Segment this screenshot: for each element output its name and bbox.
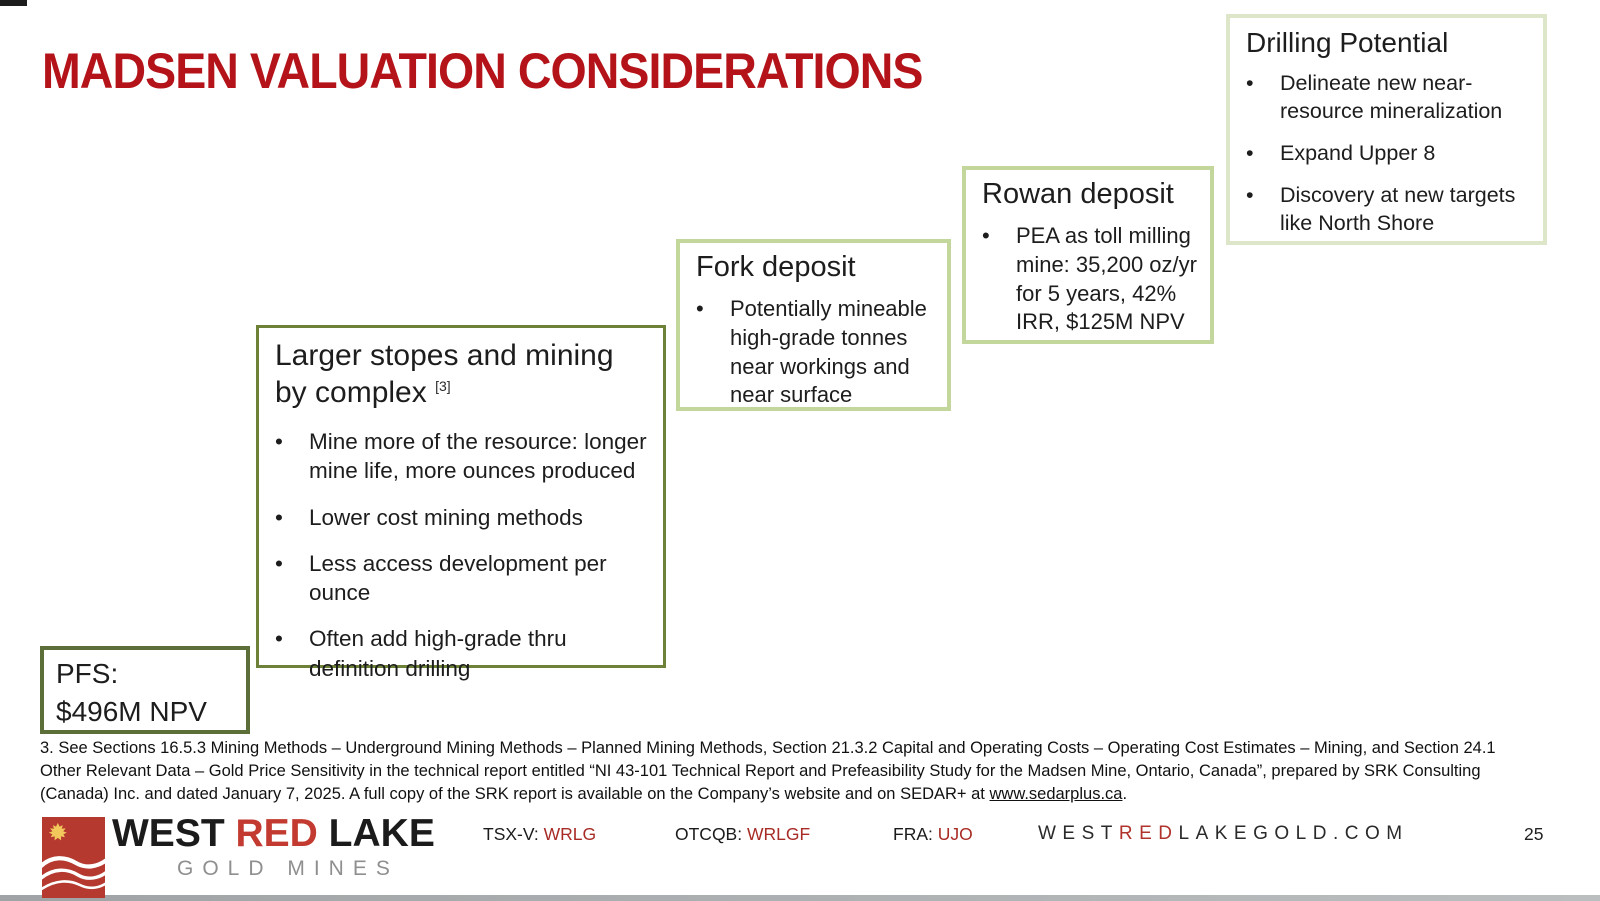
pfs-line: PFS:	[56, 658, 119, 689]
ticker-label: FRA:	[893, 824, 938, 844]
bullet-item: Delineate new near-resource mineralizati…	[1246, 70, 1533, 126]
website-post: LAKEGOLD.COM	[1178, 823, 1409, 844]
fork-deposit-title: Fork deposit	[696, 251, 856, 283]
lake-waves-icon	[37, 856, 111, 892]
ticker-value: WRLG	[543, 824, 597, 844]
brand-west: WEST	[112, 812, 236, 855]
page-number: 25	[1524, 824, 1544, 844]
ticker-tsxv: TSX-V: WRLG	[483, 824, 596, 845]
larger-stopes-title: Larger stopes and mining by complex [3]	[275, 338, 647, 411]
bullet-item: Lower cost mining methods	[275, 503, 647, 532]
footnote-line-3-period: .	[1122, 784, 1128, 803]
footnote: 3. See Sections 16.5.3 Mining Methods – …	[40, 737, 1496, 805]
bullet-item: Expand Upper 8	[1246, 140, 1533, 168]
footnote-line-1: 3. See Sections 16.5.3 Mining Methods – …	[40, 739, 1496, 757]
bullet-item: Often add high-grade thru definition dri…	[275, 624, 647, 683]
fork-deposit-bullets: Potentially mineable high-grade tonnes n…	[696, 295, 935, 409]
page-title: MADSEN VALUATION CONSIDERATIONS	[42, 43, 923, 99]
bullet-text: Lower cost mining methods	[309, 504, 583, 530]
ticker-label: TSX-V:	[483, 824, 544, 844]
pfs-npv-value: $496M NPV	[56, 695, 207, 727]
bullet-text: Delineate new near-resource mineralizati…	[1280, 71, 1503, 124]
bullet-text: Mine more of the resource: longer mine l…	[309, 429, 647, 484]
footnote-line-3: (Canada) Inc. and dated January 7, 2025.…	[40, 783, 1496, 806]
bullet-item: PEA as toll milling mine: 35,200 oz/yr f…	[982, 222, 1200, 336]
sedarplus-link[interactable]: www.sedarplus.ca	[989, 784, 1123, 803]
larger-stopes-box: Larger stopes and mining by complex [3] …	[256, 325, 666, 681]
bullet-item: Potentially mineable high-grade tonnes n…	[696, 295, 935, 409]
pfs-npv-box: PFS: $496M NPV	[40, 646, 250, 734]
drilling-potential-title: Drilling Potential	[1246, 27, 1449, 58]
ticker-value: WRLGF	[746, 824, 811, 844]
slide-bottom-edge	[0, 895, 1600, 901]
ticker-fra: FRA: UJO	[893, 824, 973, 845]
company-logo-icon	[37, 817, 111, 898]
footnote-line-2: Other Relevant Data – Gold Price Sensiti…	[40, 761, 1481, 780]
brand-lake: LAKE	[317, 812, 435, 855]
brand-red: RED	[235, 812, 318, 855]
bullet-item: Discovery at new targets like North Shor…	[1246, 182, 1533, 238]
bullet-text: Often add high-grade thru definition dri…	[309, 626, 567, 681]
bullet-text: Expand Upper 8	[1280, 141, 1436, 166]
bullet-text: Discovery at new targets like North Shor…	[1280, 182, 1516, 235]
screen-edge-artifact	[0, 0, 27, 6]
website-red: RED	[1118, 823, 1179, 844]
bullet-item: Less access development per ounce	[275, 549, 647, 608]
footnote-line-3-text: (Canada) Inc. and dated January 7, 2025.…	[40, 784, 990, 803]
rowan-deposit-box: Rowan deposit PEA as toll milling mine: …	[962, 166, 1214, 344]
bullet-text: PEA as toll milling mine: 35,200 oz/yr f…	[1016, 223, 1197, 335]
fork-deposit-box: Fork deposit Potentially mineable high-g…	[676, 239, 951, 411]
rowan-deposit-title: Rowan deposit	[982, 178, 1174, 210]
rowan-deposit-bullets: PEA as toll milling mine: 35,200 oz/yr f…	[982, 222, 1200, 336]
brand-name: WEST RED LAKE	[112, 812, 435, 856]
ticker-label: OTCQB:	[675, 824, 747, 844]
logo-graphic	[37, 817, 111, 898]
drilling-potential-box: Drilling Potential Delineate new near-re…	[1226, 14, 1547, 245]
brand-subtitle: GOLD MINES	[177, 857, 399, 880]
larger-stopes-title-text: Larger stopes and mining by complex	[275, 339, 614, 409]
bullet-item: Mine more of the resource: longer mine l…	[275, 427, 647, 486]
website-text: WESTREDLAKEGOLD.COM	[1038, 823, 1409, 845]
ticker-value: UJO	[937, 824, 973, 844]
ticker-otcqb: OTCQB: WRLGF	[675, 824, 810, 845]
bullet-text: Less access development per ounce	[309, 550, 607, 606]
footnote-reference: [3]	[435, 377, 451, 394]
website-pre: WEST	[1038, 823, 1119, 844]
drilling-potential-bullets: Delineate new near-resource mineralizati…	[1246, 70, 1533, 238]
bullet-text: Potentially mineable high-grade tonnes n…	[730, 296, 927, 408]
larger-stopes-bullets: Mine more of the resource: longer mine l…	[275, 427, 647, 683]
maple-leaf-icon	[48, 822, 67, 841]
